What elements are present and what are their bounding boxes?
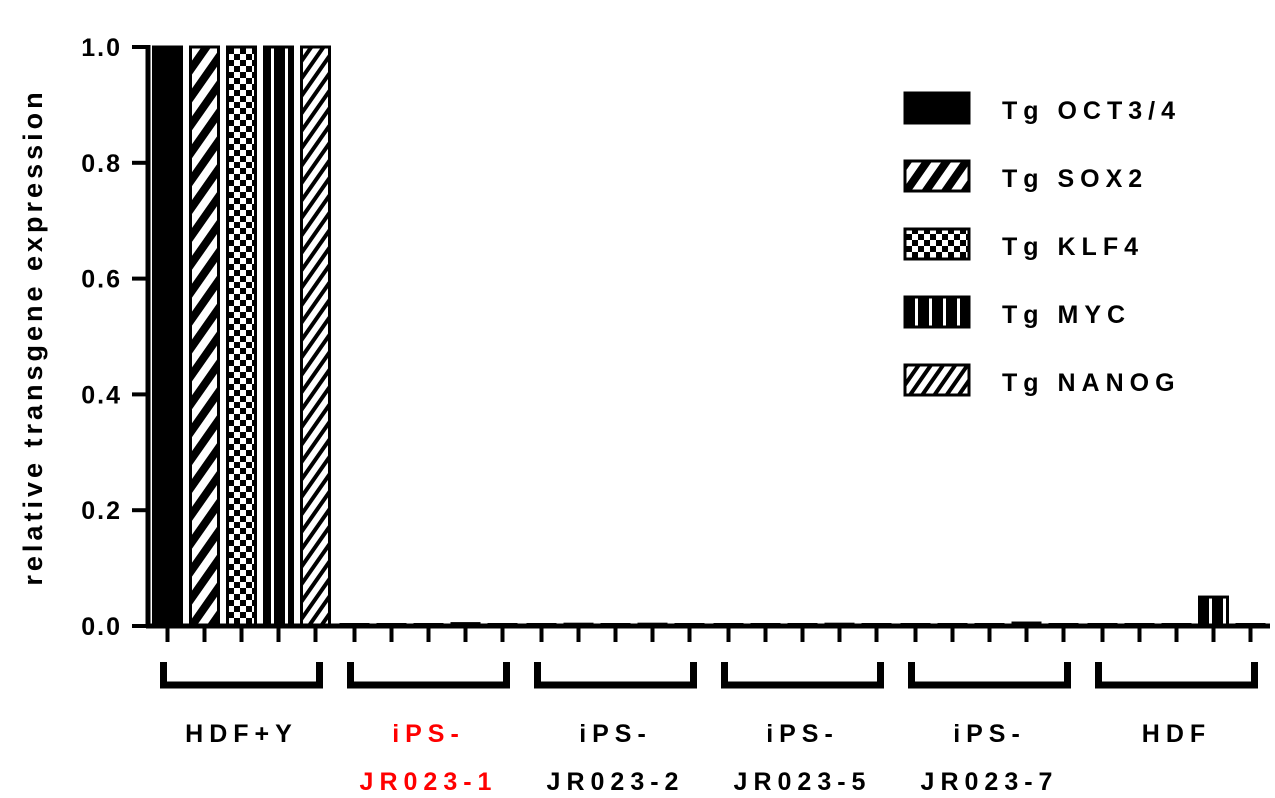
x-category-label: iPS- bbox=[579, 720, 652, 748]
group-bracket bbox=[908, 662, 1071, 689]
y-axis-title: relative transgene expression bbox=[18, 88, 48, 585]
legend-label: Tg OCT3/4 bbox=[1002, 97, 1181, 125]
legend-swatch bbox=[903, 295, 971, 329]
bar bbox=[189, 45, 220, 628]
x-category-label: iPS- bbox=[953, 720, 1026, 748]
group-bracket bbox=[721, 662, 884, 689]
legend-swatch bbox=[903, 159, 971, 193]
x-category-label: JR023-5 bbox=[734, 768, 872, 796]
legend-swatch bbox=[903, 91, 971, 125]
x-category-label: JR023-2 bbox=[547, 768, 685, 796]
y-tick-label: 1.0 bbox=[81, 34, 122, 62]
bar bbox=[300, 45, 331, 628]
y-tick-label: 0.6 bbox=[81, 266, 122, 294]
x-category-label: HDF+Y bbox=[185, 720, 298, 748]
x-category-label: JR023-7 bbox=[921, 768, 1059, 796]
bar bbox=[152, 45, 183, 628]
y-tick-label: 0.8 bbox=[81, 150, 122, 178]
group-bracket bbox=[534, 662, 697, 689]
plot-area: 0.0 0.2 0.4 0.6 0.8 1.0 HDF+Y iPS- JR023-1 iPS- JR… bbox=[81, 34, 1270, 796]
x-category-label: JR023-1 bbox=[360, 768, 498, 796]
y-tick-label: 0.2 bbox=[81, 497, 122, 525]
legend-label: Tg KLF4 bbox=[1002, 233, 1144, 261]
group-bracket bbox=[1095, 662, 1258, 689]
legend-swatch bbox=[903, 363, 971, 397]
y-tick-label: 0.0 bbox=[81, 613, 122, 641]
group-bracket bbox=[347, 662, 510, 689]
x-category-label: iPS- bbox=[766, 720, 839, 748]
bar bbox=[226, 45, 257, 628]
bar bbox=[263, 45, 294, 628]
legend-swatch bbox=[903, 227, 971, 261]
legend-label: Tg MYC bbox=[1002, 301, 1131, 329]
bar bbox=[1198, 595, 1229, 628]
x-category-label: HDF bbox=[1142, 720, 1211, 748]
x-category-label: iPS- bbox=[392, 720, 465, 748]
legend-label: Tg NANOG bbox=[1002, 369, 1181, 397]
group-bracket bbox=[160, 662, 323, 689]
y-tick-label: 0.4 bbox=[81, 381, 122, 409]
legend: Tg OCT3/4 Tg SOX2 Tg KLF4 Tg MYC Tg NANOG bbox=[903, 91, 1181, 397]
legend-label: Tg SOX2 bbox=[1002, 165, 1148, 193]
